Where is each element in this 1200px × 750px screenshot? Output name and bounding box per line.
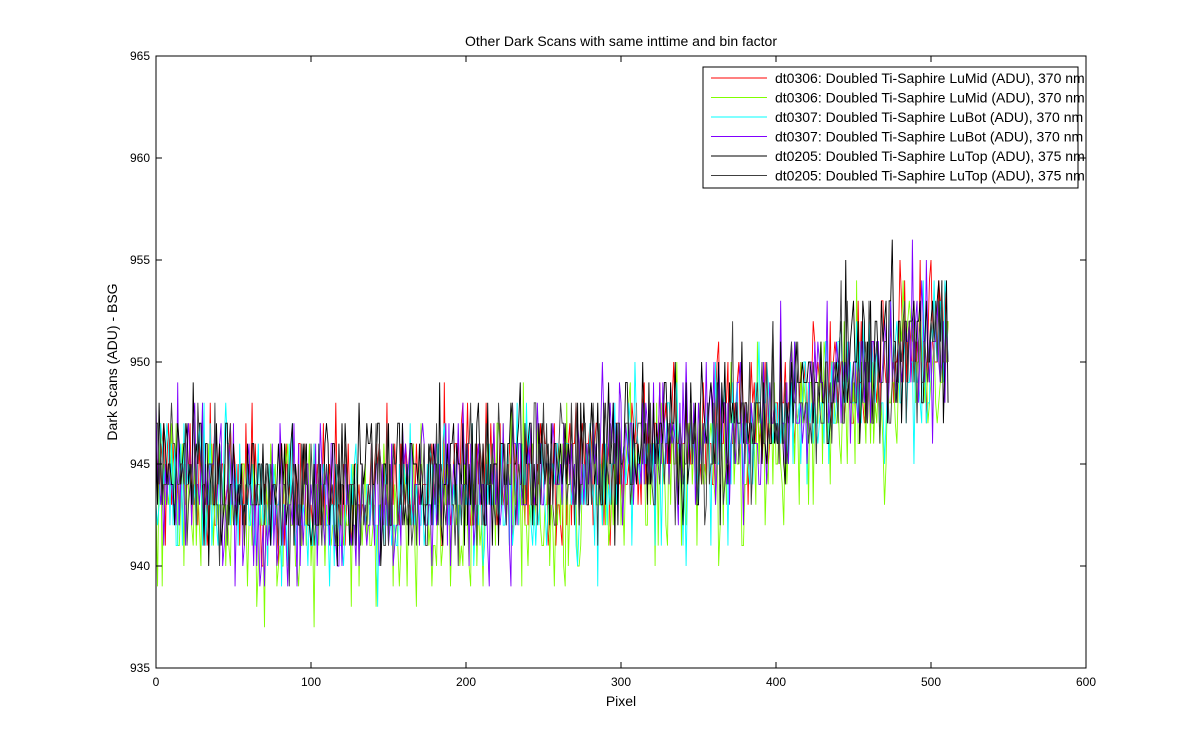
x-tick-label: 300	[611, 675, 631, 689]
y-tick-label: 950	[130, 355, 150, 369]
legend-label: dt0306: Doubled Ti-Saphire LuMid (ADU), …	[775, 70, 1085, 86]
y-tick-label: 955	[130, 253, 150, 267]
y-tick-label: 940	[130, 559, 150, 573]
x-tick-label: 0	[153, 675, 160, 689]
series-line-6	[156, 280, 949, 587]
y-tick-label: 960	[130, 151, 150, 165]
series-layer	[155, 239, 949, 628]
x-axis-label: Pixel	[606, 693, 636, 709]
x-tick-label: 600	[1076, 675, 1096, 689]
legend-label: dt0205: Doubled Ti-Saphire LuTop (ADU), …	[775, 148, 1085, 164]
legend-label: dt0205: Doubled Ti-Saphire LuTop (ADU), …	[775, 168, 1085, 184]
y-tick-label: 935	[130, 661, 150, 675]
y-axis-label: Dark Scans (ADU) - BSG	[104, 283, 120, 440]
legend-box	[702, 66, 1079, 189]
y-tick-label: 965	[130, 49, 150, 63]
legend-label: dt0306: Doubled Ti-Saphire LuMid (ADU), …	[775, 90, 1085, 106]
y-tick-label: 945	[130, 457, 150, 471]
chart-title: Other Dark Scans with same inttime and b…	[465, 33, 777, 49]
x-tick-label: 100	[301, 675, 321, 689]
x-tick-label: 400	[766, 675, 786, 689]
legend-label: dt0307: Doubled Ti-Saphire LuBot (ADU), …	[775, 129, 1083, 145]
legend-label: dt0307: Doubled Ti-Saphire LuBot (ADU), …	[775, 109, 1083, 125]
x-tick-label: 500	[921, 675, 941, 689]
x-tick-label: 200	[456, 675, 476, 689]
ticks-layer: 0 100 200 300 400 500 600 935 940 945 950 955 960 965	[130, 49, 1096, 689]
legend: dt0306: Doubled Ti-Saphire LuMid (ADU), …	[702, 66, 1085, 189]
